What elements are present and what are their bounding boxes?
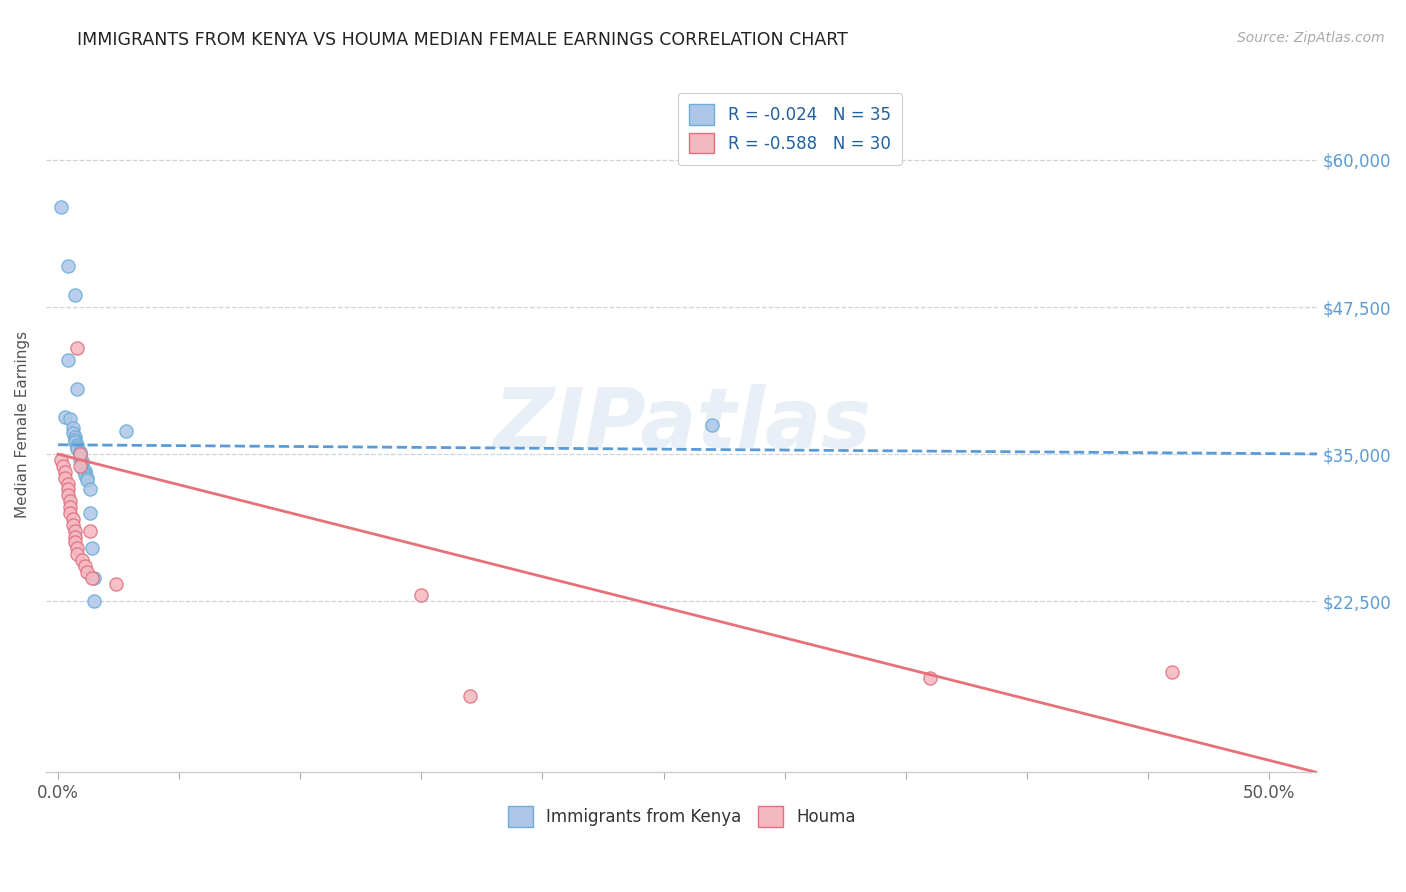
Point [83,571,105,585]
Point [1161,665,1184,679]
Point [79,506,101,520]
Point [53,409,76,424]
Point [62,425,84,440]
Point [76,565,98,579]
Point [62,517,84,532]
Point [66,442,89,457]
Point [63,530,86,544]
Point [63,535,86,549]
Point [83,594,105,608]
Point [63,435,86,450]
Point [63,288,86,302]
Point [56,259,79,273]
Text: Source: ZipAtlas.com: Source: ZipAtlas.com [1237,31,1385,45]
Point [56,476,79,491]
Point [66,341,89,355]
Point [63,433,86,447]
Text: IMMIGRANTS FROM KENYA VS HOUMA MEDIAN FEMALE EARNINGS CORRELATION CHART: IMMIGRANTS FROM KENYA VS HOUMA MEDIAN FE… [77,31,848,49]
Point [105,576,128,591]
Point [80,541,103,556]
Point [80,571,103,585]
Point [72,458,94,473]
Point [76,473,98,487]
Point [73,559,96,574]
Point [56,488,79,502]
Point [62,421,84,435]
Point [69,458,91,473]
Point [72,461,94,475]
Point [66,383,89,397]
Text: ZIPatlas: ZIPatlas [492,384,870,466]
Point [49,453,72,467]
Point [79,483,101,497]
Point [458,689,481,703]
Point [56,483,79,497]
Point [66,440,89,454]
Point [52,458,75,473]
Point [69,447,91,461]
Point [56,353,79,368]
Point [73,468,96,483]
Point [69,451,91,466]
Point [79,524,101,538]
Point [53,465,76,479]
Point [72,457,94,471]
Point [115,424,138,438]
Point [53,471,76,485]
Point [411,589,433,603]
Point [918,671,941,685]
Point [63,429,86,443]
Point [62,512,84,526]
Point [72,553,94,567]
Point [72,454,94,468]
Point [59,506,82,520]
Point [66,541,89,556]
Point [73,464,96,478]
Point [59,500,82,515]
Point [700,417,723,432]
Point [69,450,91,464]
Point [69,445,91,459]
Point [69,447,91,461]
Point [59,494,82,508]
Point [66,438,89,452]
Legend: Immigrants from Kenya, Houma: Immigrants from Kenya, Houma [501,799,862,833]
Point [49,200,72,214]
Point [59,412,82,426]
Point [66,547,89,561]
Point [73,466,96,480]
Y-axis label: Median Female Earnings: Median Female Earnings [15,331,30,518]
Point [63,524,86,538]
Point [76,471,98,485]
